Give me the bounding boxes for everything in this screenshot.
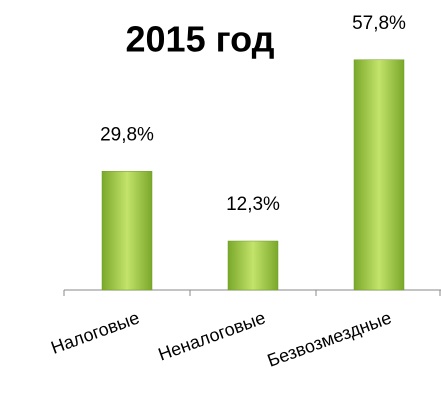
bar [227,240,279,291]
value-label: 12,3% [226,194,280,215]
bar [353,59,405,291]
chart-title: 2015 год [126,19,275,60]
x-tick-label: Налоговые [48,307,142,357]
value-label: 57,8% [352,13,406,34]
x-axis-ticks [63,290,441,296]
x-tick-label: Неналоговые [156,307,268,364]
bar [101,171,153,291]
x-tick-label: Безвозмездные [265,307,394,370]
value-label: 29,8% [100,124,154,145]
